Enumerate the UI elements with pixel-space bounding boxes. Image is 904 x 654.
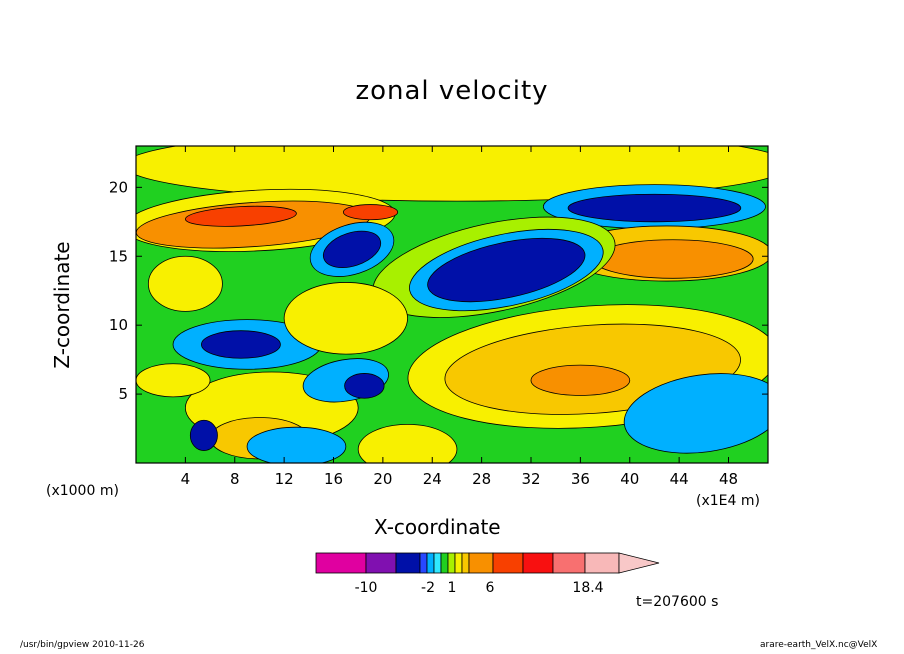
colorbar-bin (552, 552, 586, 574)
plot-area (136, 146, 768, 463)
y-tick-label: 20 (109, 178, 128, 196)
colorbar-bin (433, 552, 442, 574)
colorbar-bin (440, 552, 449, 574)
colorbar-bin (584, 552, 620, 574)
y-tick-label: 5 (118, 385, 128, 403)
bottom-mid-blue (344, 373, 385, 399)
x-ticks: 4 8 12 16 20 24 28 32 36 40 44 48 (181, 146, 738, 488)
left-mid-yellow (283, 282, 408, 355)
footer-program-date: /usr/bin/gpview 2010-11-26 (20, 640, 145, 650)
colorbar-bin (419, 552, 428, 574)
y-tick-label: 15 (109, 247, 128, 265)
colorbar-label: 1 (448, 580, 457, 596)
x-tick-label: 24 (423, 470, 442, 488)
footer-dataset: arare-earth_VelX.nc@VelX (760, 640, 878, 650)
upper-left-red-core-2 (342, 204, 399, 221)
x-tick-label: 12 (275, 470, 294, 488)
chart-title: zonal velocity (355, 76, 549, 106)
colorbar-bin (468, 552, 494, 574)
x-unit-left: (x1000 m) (46, 483, 119, 499)
colorbar: -10 -2 1 6 18.4 (315, 552, 660, 596)
colorbar-bin (426, 552, 435, 574)
colorbar-bin (454, 552, 463, 574)
colorbar-label: -2 (421, 580, 435, 596)
plot-frame (135, 145, 769, 464)
upper-right-blue (567, 193, 742, 223)
left-mid-blue (201, 330, 281, 359)
right-orange (592, 239, 754, 279)
velocity-field (136, 146, 768, 463)
x-unit-right: (x1E4 m) (696, 493, 760, 509)
x-tick-label: 16 (324, 470, 343, 488)
colorbar-label: -10 (355, 580, 378, 596)
x-tick-label: 4 (181, 470, 191, 488)
left-upper-blue (322, 230, 382, 268)
colorbar-label: 6 (486, 580, 495, 596)
colorbar-bin (395, 552, 421, 574)
colorbar-bin (365, 552, 397, 574)
colorbar-label: 18.4 (572, 580, 603, 596)
colorbar-bin (522, 552, 554, 574)
y-ticks: 5 10 15 20 (109, 178, 768, 403)
time-stamp: t=207600 s (636, 594, 719, 610)
x-axis-label: X-coordinate (374, 515, 501, 539)
x-tick-label: 40 (620, 470, 639, 488)
x-tick-label: 8 (230, 470, 240, 488)
center-blue (427, 237, 586, 303)
upper-left-red-core (185, 205, 297, 227)
colorbar-bin (315, 552, 367, 574)
bottom-yellow (357, 424, 458, 463)
left-yellow-patch (147, 255, 223, 312)
x-tick-label: 32 (521, 470, 540, 488)
lower-right-orange (530, 364, 631, 396)
x-tick-label: 44 (670, 470, 689, 488)
colorbar-bin (461, 552, 470, 574)
colorbar-arrow (618, 552, 660, 574)
bottom-left-blue (189, 419, 218, 451)
bottom-cyan (246, 426, 347, 463)
x-tick-label: 28 (472, 470, 491, 488)
colorbar-bin (447, 552, 456, 574)
x-tick-label: 20 (373, 470, 392, 488)
y-tick-label: 10 (109, 316, 128, 334)
lower-right-cyan (623, 373, 768, 454)
colorbar-bin (492, 552, 524, 574)
left-low-yellow (136, 363, 211, 398)
x-tick-label: 48 (719, 470, 738, 488)
x-tick-label: 36 (571, 470, 590, 488)
